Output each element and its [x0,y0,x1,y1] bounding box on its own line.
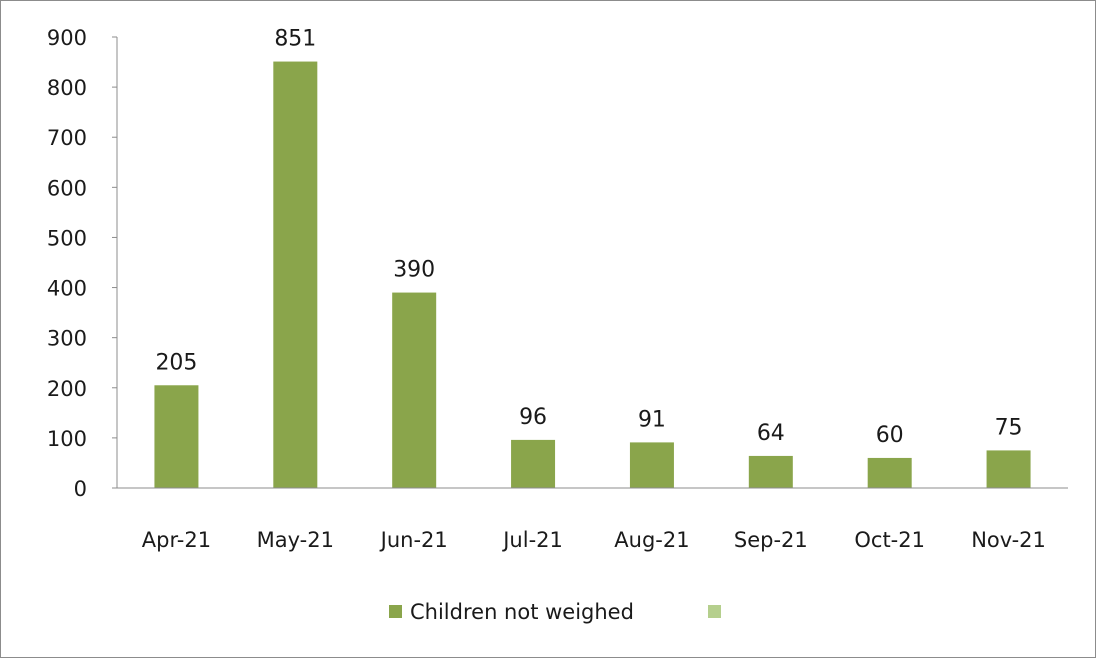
data-label: 390 [393,258,435,283]
x-category-label: Jul-21 [501,528,563,552]
y-tick-label: 400 [47,277,87,301]
x-category-label: May-21 [257,528,334,552]
data-label: 96 [519,405,547,430]
x-axis-labels: Apr-21 May-21 Jun-21 Jul-21 Aug-21 Sep-21 Oct-… [142,528,1046,552]
legend-swatch [708,605,721,618]
y-tick-label: 100 [47,427,87,451]
data-label: 60 [876,423,904,448]
bar [986,450,1031,488]
y-tick-label: 200 [47,377,87,401]
bars-group [154,61,1031,488]
legend: Children not weighed [389,600,721,624]
data-label: 75 [995,415,1023,440]
x-category-label: Sep-21 [734,528,808,552]
data-label: 851 [274,27,316,52]
bar [392,292,437,488]
legend-label: Children not weighed [410,600,634,624]
y-tick-label: 300 [47,327,87,351]
bar [629,442,674,488]
legend-swatch [389,605,402,618]
data-labels-group: 205 851 390 96 91 64 60 75 [155,27,1022,448]
y-tick-label: 700 [47,126,87,150]
bar [273,61,318,488]
data-label: 91 [638,407,666,432]
bar [867,457,912,488]
bar [154,385,199,488]
y-tick-label: 500 [47,226,87,250]
x-category-label: Aug-21 [614,528,689,552]
y-tick-label: 600 [47,176,87,200]
data-label: 64 [757,421,785,446]
data-label: 205 [155,350,197,375]
x-category-label: Nov-21 [971,528,1046,552]
bar [511,439,556,488]
y-axis-ticks: 0 100 200 300 400 500 600 700 800 900 [47,26,117,501]
x-category-label: Oct-21 [854,528,925,552]
y-tick-label: 900 [47,26,87,50]
bar [748,455,793,488]
y-tick-label: 0 [74,477,87,501]
y-tick-label: 800 [47,76,87,100]
x-category-label: Jun-21 [379,528,448,552]
x-category-label: Apr-21 [142,528,211,552]
